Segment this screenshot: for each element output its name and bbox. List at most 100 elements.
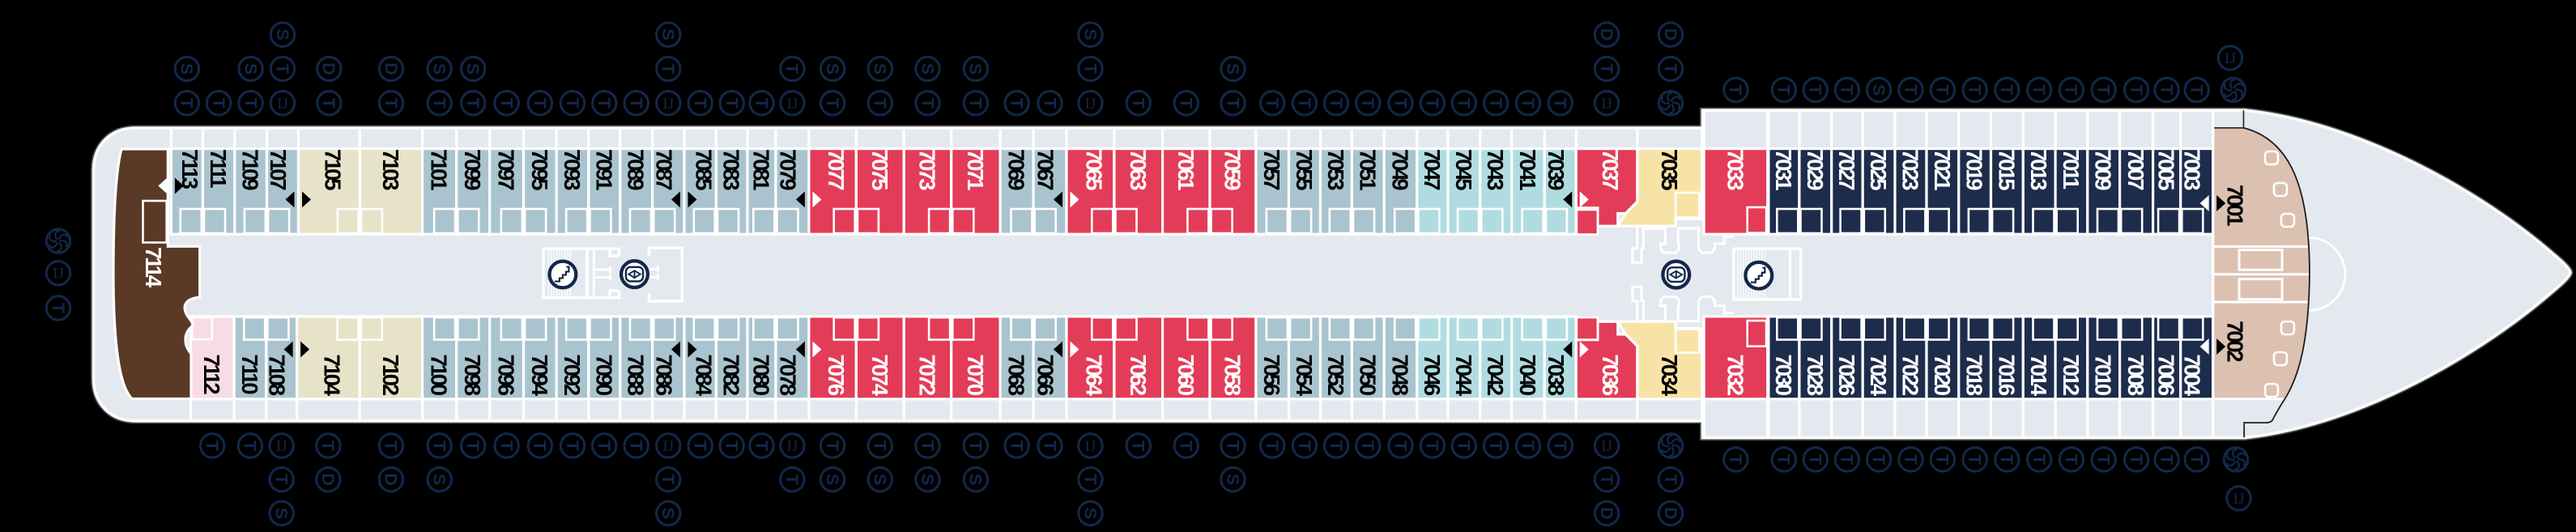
svg-text:7070: 7070 [963, 355, 988, 396]
svg-text:IJ: IJ [276, 438, 287, 455]
svg-text:T: T [318, 440, 338, 451]
svg-text:7058: 7058 [1220, 355, 1245, 396]
svg-text:7077: 7077 [824, 149, 849, 190]
svg-text:7061: 7061 [1173, 149, 1199, 190]
svg-text:T: T [1007, 98, 1026, 109]
svg-text:T: T [658, 475, 678, 485]
svg-text:7063: 7063 [1126, 149, 1151, 190]
svg-text:7079: 7079 [775, 149, 800, 190]
svg-text:7068: 7068 [1004, 355, 1029, 396]
svg-text:T: T [1551, 440, 1570, 451]
svg-text:7033: 7033 [1722, 149, 1748, 190]
svg-text:7039: 7039 [1543, 149, 1569, 190]
svg-text:S: S [273, 29, 292, 40]
svg-text:T: T [2127, 84, 2146, 95]
svg-text:T: T [1358, 440, 1377, 451]
svg-text:7085: 7085 [692, 149, 717, 190]
svg-text:D: D [1597, 507, 1616, 520]
svg-text:7023: 7023 [1898, 149, 1923, 190]
svg-text:7047: 7047 [1420, 149, 1445, 190]
svg-text:S: S [918, 474, 937, 485]
svg-text:T: T [241, 440, 260, 451]
svg-text:7027: 7027 [1834, 149, 1859, 190]
svg-text:S: S [966, 63, 986, 74]
svg-text:7044: 7044 [1451, 355, 1476, 397]
svg-text:7030: 7030 [1771, 355, 1796, 396]
svg-text:S: S [272, 508, 292, 519]
svg-text:S: S [871, 474, 890, 485]
svg-text:T: T [823, 98, 842, 109]
svg-text:7034: 7034 [1657, 355, 1682, 397]
svg-text:7042: 7042 [1483, 355, 1508, 396]
svg-text:7037: 7037 [1598, 149, 1623, 190]
svg-text:S: S [823, 63, 842, 74]
svg-text:T: T [272, 475, 292, 485]
svg-text:7052: 7052 [1323, 355, 1348, 396]
svg-text:7111: 7111 [206, 149, 231, 188]
svg-text:7046: 7046 [1420, 355, 1445, 396]
svg-text:T: T [1837, 454, 1857, 465]
svg-text:T: T [1597, 63, 1616, 74]
svg-text:T: T [782, 475, 802, 485]
svg-text:7101: 7101 [427, 149, 452, 190]
svg-text:7074: 7074 [867, 355, 892, 397]
svg-text:7073: 7073 [915, 149, 940, 190]
svg-text:7078: 7078 [775, 355, 800, 396]
svg-text:7025: 7025 [1866, 149, 1891, 190]
svg-text:7100: 7100 [427, 355, 452, 396]
svg-text:T: T [2157, 84, 2176, 95]
svg-text:IJ: IJ [1085, 438, 1096, 455]
svg-text:T: T [1129, 440, 1148, 451]
svg-text:T: T [2157, 454, 2176, 465]
svg-text:T: T [2094, 84, 2114, 95]
svg-text:7092: 7092 [560, 355, 585, 396]
svg-text:7001: 7001 [2223, 185, 2248, 226]
svg-text:T: T [1965, 84, 1985, 95]
svg-text:T: T [594, 440, 614, 451]
svg-text:7081: 7081 [749, 149, 774, 190]
svg-text:T: T [1997, 84, 2016, 95]
svg-text:7022: 7022 [1898, 355, 1923, 396]
svg-text:IJ: IJ [53, 266, 64, 283]
svg-text:T: T [752, 440, 771, 451]
svg-text:7014: 7014 [2026, 355, 2051, 397]
svg-text:T: T [1177, 98, 1196, 109]
svg-text:7083: 7083 [719, 149, 744, 190]
svg-text:7082: 7082 [719, 355, 744, 396]
svg-text:7096: 7096 [494, 355, 519, 396]
svg-text:T: T [1901, 84, 1920, 95]
svg-text:7095: 7095 [527, 149, 552, 190]
svg-text:7108: 7108 [265, 355, 290, 396]
svg-text:7020: 7020 [1930, 355, 1955, 396]
svg-text:7057: 7057 [1259, 149, 1284, 190]
svg-text:7059: 7059 [1220, 149, 1245, 190]
svg-text:T: T [1007, 440, 1026, 451]
svg-text:7041: 7041 [1515, 149, 1540, 190]
svg-text:T: T [1726, 84, 1745, 95]
svg-text:S: S [430, 63, 449, 74]
svg-text:7024: 7024 [1866, 355, 1891, 397]
svg-text:7109: 7109 [238, 149, 263, 190]
svg-text:7043: 7043 [1483, 149, 1508, 190]
svg-text:T: T [381, 440, 401, 451]
svg-text:T: T [1518, 98, 1538, 109]
svg-text:7016: 7016 [1994, 355, 2019, 396]
svg-text:T: T [1358, 98, 1377, 109]
svg-text:7080: 7080 [749, 355, 774, 396]
svg-text:7051: 7051 [1355, 149, 1380, 190]
svg-text:T: T [1774, 454, 1794, 465]
svg-text:T: T [1837, 84, 1857, 95]
svg-text:7066: 7066 [1033, 355, 1058, 396]
svg-text:7019: 7019 [1962, 149, 1987, 190]
svg-text:T: T [1040, 440, 1059, 451]
svg-text:T: T [241, 98, 260, 109]
svg-text:S: S [1869, 84, 1888, 96]
svg-text:S: S [966, 474, 986, 485]
svg-text:7002: 7002 [2223, 321, 2248, 362]
svg-text:7035: 7035 [1657, 149, 1682, 190]
svg-text:D: D [1661, 28, 1680, 41]
svg-text:T: T [1486, 440, 1505, 451]
svg-text:T: T [1933, 454, 1952, 465]
svg-text:7103: 7103 [378, 149, 403, 190]
svg-text:7053: 7053 [1323, 149, 1348, 190]
